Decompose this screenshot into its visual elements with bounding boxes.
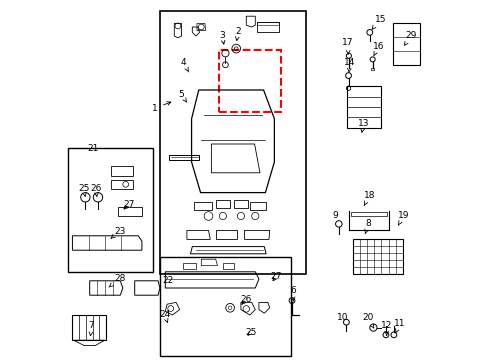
Bar bbox=[215, 200, 230, 208]
Text: 26: 26 bbox=[240, 295, 251, 304]
Text: 3: 3 bbox=[219, 31, 224, 44]
Bar bbox=[257, 22, 278, 32]
Text: 17: 17 bbox=[342, 38, 353, 54]
Text: 6: 6 bbox=[290, 287, 295, 301]
Text: 25: 25 bbox=[78, 184, 89, 196]
Bar bbox=[352, 239, 402, 274]
Text: 26: 26 bbox=[90, 184, 102, 196]
Text: 7: 7 bbox=[88, 321, 94, 336]
Text: 8: 8 bbox=[364, 219, 371, 234]
Text: 28: 28 bbox=[109, 274, 125, 287]
Bar bbox=[257, 22, 278, 25]
Bar bbox=[249, 202, 265, 210]
Text: 12: 12 bbox=[380, 321, 391, 335]
Bar bbox=[111, 180, 133, 189]
Text: 4: 4 bbox=[180, 58, 188, 72]
Text: 15: 15 bbox=[371, 15, 386, 29]
Text: 13: 13 bbox=[358, 119, 369, 132]
Text: 21: 21 bbox=[87, 144, 98, 153]
Text: 23: 23 bbox=[111, 227, 125, 238]
Bar bbox=[346, 86, 381, 128]
Bar bbox=[160, 11, 305, 274]
Text: 25: 25 bbox=[245, 328, 256, 337]
Text: 24: 24 bbox=[159, 310, 170, 323]
Text: 2: 2 bbox=[235, 27, 240, 40]
Text: 1: 1 bbox=[152, 102, 170, 112]
Bar bbox=[111, 166, 133, 176]
Text: 11: 11 bbox=[393, 319, 405, 333]
Bar bbox=[68, 148, 152, 272]
Text: 20: 20 bbox=[362, 313, 373, 328]
Text: 27: 27 bbox=[270, 272, 281, 281]
Text: 9: 9 bbox=[332, 211, 338, 220]
Bar bbox=[219, 50, 280, 112]
Text: 5: 5 bbox=[178, 90, 186, 102]
Text: 29: 29 bbox=[404, 31, 416, 45]
Bar bbox=[392, 23, 419, 65]
Bar bbox=[160, 257, 291, 356]
Text: 10: 10 bbox=[336, 313, 348, 323]
Text: 27: 27 bbox=[122, 200, 134, 209]
Bar bbox=[370, 68, 374, 70]
Text: 22: 22 bbox=[162, 276, 173, 284]
Text: 18: 18 bbox=[363, 191, 375, 205]
Bar bbox=[350, 212, 386, 216]
Text: 14: 14 bbox=[344, 58, 355, 72]
Text: 19: 19 bbox=[397, 211, 409, 225]
Text: 16: 16 bbox=[372, 41, 384, 56]
Bar bbox=[233, 200, 247, 208]
Bar bbox=[194, 202, 212, 210]
